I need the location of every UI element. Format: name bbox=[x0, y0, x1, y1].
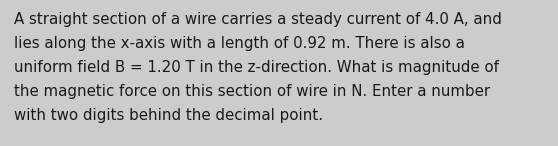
Text: A straight section of a wire carries a steady current of 4.0 A, and: A straight section of a wire carries a s… bbox=[14, 12, 502, 27]
Text: the magnetic force on this section of wire in N. Enter a number: the magnetic force on this section of wi… bbox=[14, 84, 490, 99]
Text: uniform field B = 1.20 T in the z-direction. What is magnitude of: uniform field B = 1.20 T in the z-direct… bbox=[14, 60, 499, 75]
Text: lies along the x-axis with a length of 0.92 m. There is also a: lies along the x-axis with a length of 0… bbox=[14, 36, 465, 51]
Text: with two digits behind the decimal point.: with two digits behind the decimal point… bbox=[14, 108, 323, 123]
